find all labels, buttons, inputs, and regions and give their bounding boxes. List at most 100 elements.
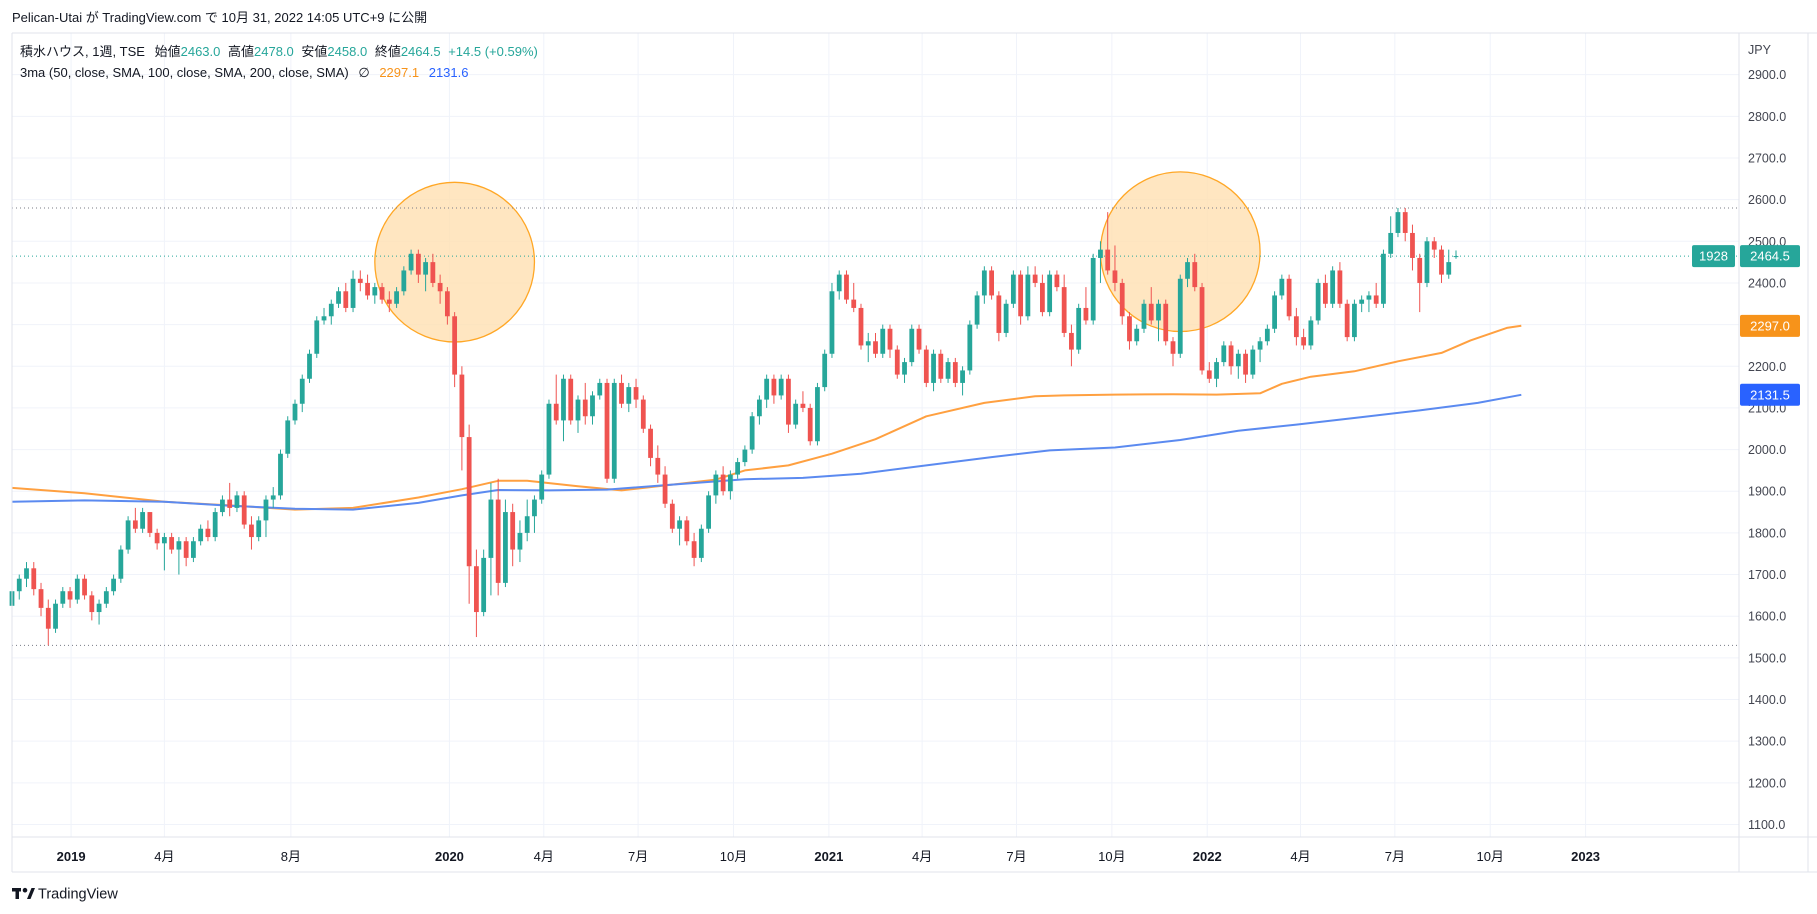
candle-body <box>619 382 624 404</box>
candle <box>1453 250 1459 259</box>
tradingview-logo-text: TradingView <box>38 887 118 903</box>
candle-body <box>865 341 871 346</box>
candle <box>1170 337 1176 367</box>
candle-body <box>394 291 399 304</box>
candle <box>1163 299 1169 346</box>
candle-body <box>1264 328 1270 342</box>
candle-body <box>96 603 102 613</box>
candle-body <box>1431 241 1437 250</box>
candle <box>307 349 312 383</box>
candle <box>474 549 479 638</box>
candle <box>423 257 429 292</box>
candle-body <box>1069 332 1074 350</box>
candle <box>1373 282 1379 308</box>
candle <box>1214 357 1219 388</box>
candle <box>220 495 225 517</box>
candle <box>1127 312 1132 350</box>
tv-logo-stem <box>15 888 19 899</box>
candle <box>394 287 399 308</box>
candle <box>952 357 958 388</box>
candle <box>553 374 559 425</box>
candle-body <box>727 474 733 492</box>
candle-body <box>1119 282 1125 317</box>
candle <box>786 374 791 433</box>
time-tick-label: 10月 <box>1098 849 1125 864</box>
candle-body <box>698 528 704 558</box>
candle <box>648 424 653 467</box>
candle <box>1061 274 1067 338</box>
price-tick-label: 1900.0 <box>1748 485 1786 499</box>
candle-body <box>227 499 233 508</box>
candle-body <box>1453 256 1459 258</box>
last-price-badge: 2464.5 <box>1740 245 1800 268</box>
candle-body <box>1185 262 1190 279</box>
candle <box>1134 324 1140 346</box>
candle-body <box>1301 337 1307 346</box>
candle <box>1199 282 1205 375</box>
candle-body <box>154 532 160 544</box>
candle <box>1112 245 1118 292</box>
candle-body <box>16 578 22 592</box>
candle-body <box>474 566 479 613</box>
indicator-symbol: ∅ <box>358 65 369 80</box>
time-tick-label: 10月 <box>1476 849 1503 864</box>
candle-body <box>1272 295 1277 329</box>
legend-high-value: 2478.0 <box>254 44 294 59</box>
candle-body <box>307 353 312 379</box>
candle <box>604 378 610 483</box>
candle <box>735 457 741 479</box>
candle-body <box>1105 249 1111 271</box>
time-tick-label: 10月 <box>720 849 747 864</box>
countdown-badge: 1928 <box>1692 245 1735 268</box>
candle-body <box>720 474 726 492</box>
candle-body <box>401 270 407 292</box>
candle <box>372 282 378 304</box>
candle-body <box>539 474 545 500</box>
candle-body <box>1322 282 1328 304</box>
indicator-label[interactable]: 3ma (50, close, SMA, 100, close, SMA, 20… <box>20 65 349 80</box>
price-tick-label: 1100.0 <box>1748 818 1785 832</box>
candle <box>1083 287 1089 325</box>
candle <box>314 316 320 358</box>
candle <box>45 599 51 646</box>
price-axis[interactable]: 1100.0 1200.0 1300.0 1400.0 1500.0 1600.0 1700… <box>1748 68 1786 832</box>
candle-body <box>1359 299 1365 304</box>
candle-body <box>894 349 900 375</box>
legend-low-value: 2458.0 <box>327 44 367 59</box>
candle-body <box>31 568 37 590</box>
candle-body <box>1040 282 1045 313</box>
candle <box>916 324 922 354</box>
candle-body <box>256 520 262 538</box>
candle <box>1192 253 1198 292</box>
candle-body <box>822 353 828 388</box>
tradingview-logo[interactable]: TradingView <box>12 887 118 903</box>
candle <box>938 349 944 383</box>
ma200-badge-bg <box>1740 383 1800 406</box>
candle <box>1235 349 1241 379</box>
candle <box>764 374 770 408</box>
candle <box>902 357 907 383</box>
legend-symbol[interactable]: 積水ハウス, 1週, TSE <box>20 44 145 59</box>
candle-body <box>1221 345 1227 363</box>
candle-body <box>241 495 247 525</box>
indicator-ma200-value: 2131.6 <box>429 65 469 80</box>
candle <box>60 587 66 608</box>
candle-body <box>372 287 378 296</box>
candle-body <box>1148 303 1154 321</box>
candle <box>1025 266 1031 321</box>
candle <box>495 478 501 596</box>
ma100-badge-bg <box>1740 314 1800 337</box>
candle <box>227 482 233 517</box>
candle-body <box>1439 249 1444 275</box>
candle-body <box>270 495 276 500</box>
candle-body <box>1083 307 1089 321</box>
legend-open-label: 始値 <box>155 44 181 59</box>
candles[interactable] <box>9 207 1459 646</box>
candle <box>873 332 878 358</box>
legend-high-label: 高値 <box>228 44 254 59</box>
time-axis[interactable]: 2019 4月 8月 2020 4月 7月 10月 2021 4月 7月 10月 2022 4月 7月 10… <box>57 849 1600 864</box>
candle-body <box>350 278 356 308</box>
candle <box>140 507 146 533</box>
candle <box>539 470 545 504</box>
candle <box>169 532 175 554</box>
